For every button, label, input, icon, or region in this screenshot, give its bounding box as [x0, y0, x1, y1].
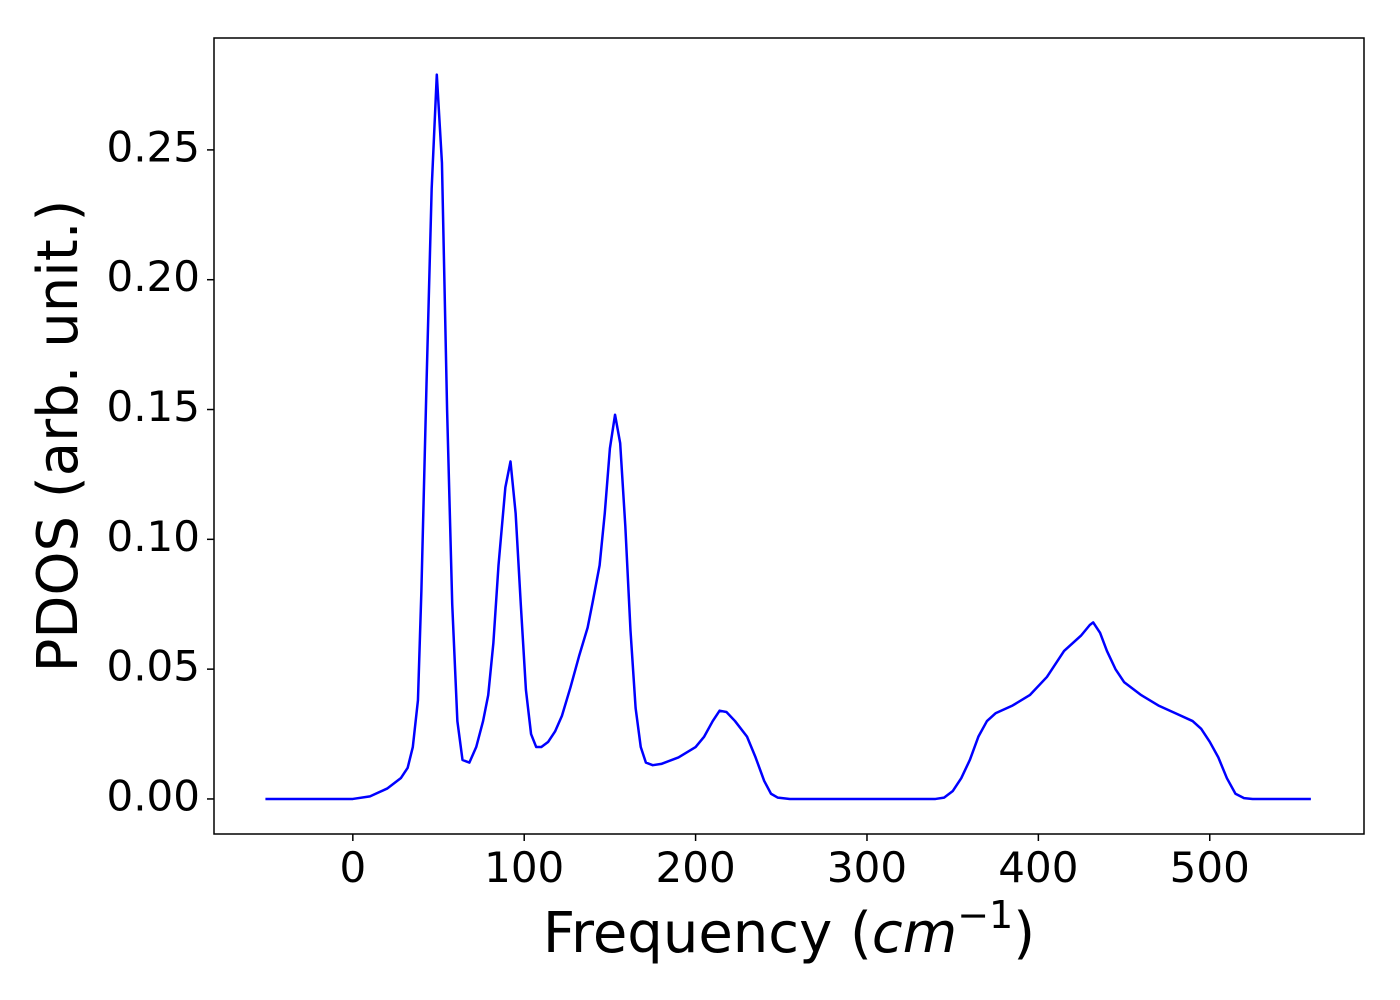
x-axis-label-close: ) [1013, 901, 1035, 966]
x-axis-label-unit: cm [872, 901, 957, 966]
y-tick-label: 0.10 [106, 512, 200, 561]
y-tick-label: 0.05 [106, 642, 200, 691]
x-tick-label: 300 [827, 843, 907, 892]
x-axis-label: Frequency (cm−1) [543, 893, 1035, 966]
y-axis-label: PDOS (arb. unit.) [26, 200, 91, 673]
y-tick-label: 0.15 [106, 382, 200, 431]
y-tick-label: 0.20 [106, 252, 200, 301]
x-tick-label: 500 [1170, 843, 1250, 892]
x-tick-label: 0 [339, 843, 366, 892]
x-axis-label-exponent: −1 [957, 893, 1013, 937]
data-line [265, 73, 1311, 801]
y-tick-label: 0.25 [106, 122, 200, 171]
plot-frame [213, 37, 1365, 835]
x-tick-label: 400 [998, 843, 1078, 892]
x-tick-label: 200 [656, 843, 736, 892]
y-tick-label: 0.00 [106, 771, 200, 820]
x-tick-label: 100 [484, 843, 564, 892]
x-axis-label-text: Frequency ( [543, 901, 872, 966]
